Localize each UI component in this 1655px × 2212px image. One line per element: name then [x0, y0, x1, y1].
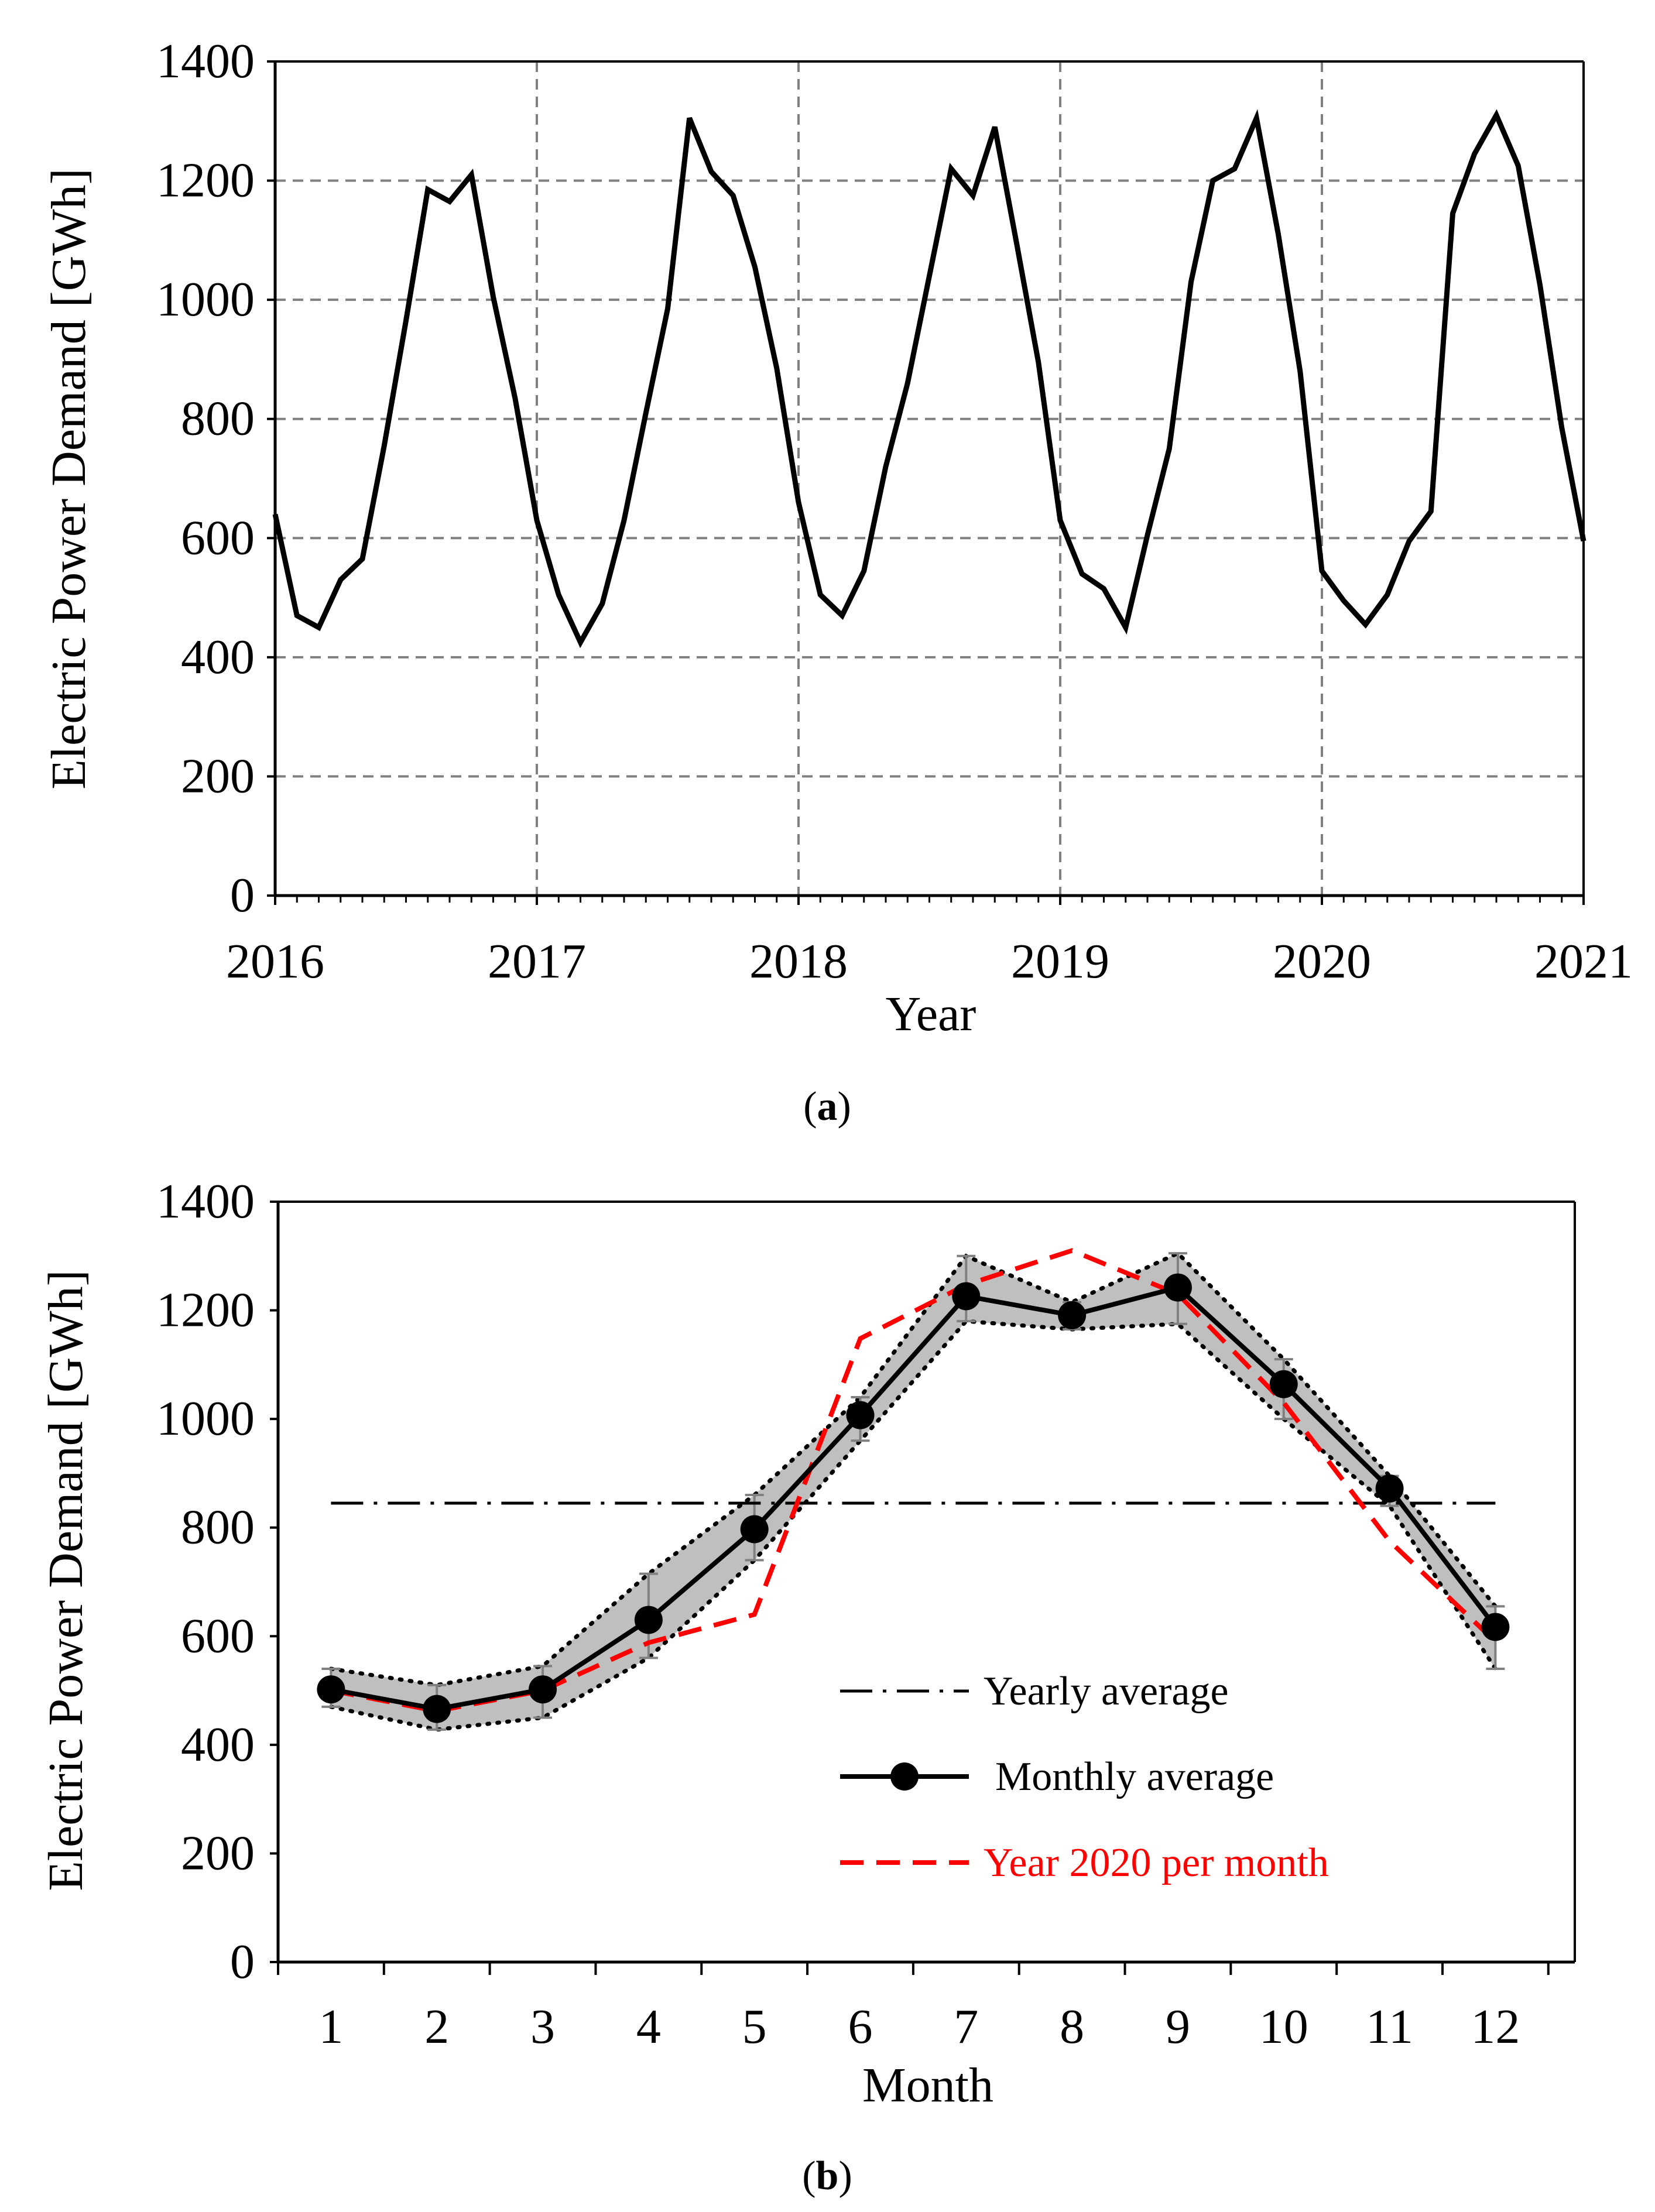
chart-b-y-tick-label-1400: 1400 — [156, 1174, 255, 1229]
chart-b-x-tick-label-5: 5 — [742, 2000, 767, 2054]
chart-a-xlabel: Year — [886, 987, 976, 1041]
chart-b-monthly-marker-2 — [423, 1695, 451, 1723]
chart-b-x-tick-label-7: 7 — [954, 2000, 978, 2054]
chart-b-range-band — [331, 1253, 1496, 1730]
chart-a-panel-letter: a — [817, 1084, 838, 1129]
chart-a-y-tick-label-400: 400 — [181, 630, 255, 684]
chart-b-monthly-marker-9 — [1163, 1273, 1192, 1302]
chart-b-band-lower-edge — [328, 1319, 1498, 1732]
chart-b-y-tick-label-1200: 1200 — [156, 1283, 255, 1338]
chart-b-y-tick-label-200: 200 — [181, 1826, 255, 1880]
chart-b-ticks — [270, 1201, 1550, 1975]
chart-b-monthly-marker-5 — [740, 1515, 769, 1544]
chart-b-ylabel: Electric Power Demand [GWh] — [39, 1270, 93, 1891]
chart-b-monthly-marker-3 — [529, 1675, 557, 1704]
chart-b-monthly-average-line — [330, 1285, 1498, 1712]
chart-b-x-tick-label-6: 6 — [848, 2000, 872, 2054]
legend-yearly-average-label: Yearly average — [984, 1669, 1229, 1714]
chart-a-x-tick-label-2018: 2018 — [749, 934, 848, 989]
chart-b-legend: Yearly average Monthly average Year 2020… — [840, 1669, 1329, 1885]
chart-a-y-tick-label-600: 600 — [181, 510, 255, 565]
chart-b-monthly-marker-10 — [1269, 1370, 1298, 1398]
chart-b-band-upper-edge — [328, 1250, 1498, 1688]
chart-b-x-tick-label-3: 3 — [530, 2000, 555, 2054]
chart-a-ylabel: Electric Power Demand [GWh] — [42, 168, 96, 789]
chart-a-panel-label: (a) — [803, 1084, 851, 1129]
chart-a-x-tick-labels: 2016 2017 2018 2019 2020 2021 — [226, 934, 1633, 989]
chart-a-x-tick-label-2019: 2019 — [1011, 934, 1109, 989]
chart-b-x-tick-labels: 1 2 3 4 5 6 7 8 9 10 11 12 — [318, 2000, 1520, 2054]
chart-a-y-tick-labels: 0 200 400 600 800 1000 1200 1400 — [156, 34, 255, 922]
chart-b-monthly-marker-6 — [846, 1401, 875, 1429]
legend-year-2020-label: Year 2020 per month — [984, 1840, 1329, 1885]
chart-b-y-tick-label-400: 400 — [181, 1717, 255, 1772]
chart-b-x-tick-label-2: 2 — [424, 2000, 449, 2054]
legend-monthly-average-label: Monthly average — [995, 1754, 1274, 1799]
chart-b-y-tick-label-800: 800 — [181, 1500, 255, 1555]
chart-b-monthly-marker-1 — [317, 1675, 345, 1704]
chart-b-x-tick-label-8: 8 — [1060, 2000, 1084, 2054]
chart-b-monthly-marker-8 — [1058, 1301, 1087, 1329]
chart-b-x-tick-label-10: 10 — [1259, 2000, 1308, 2054]
chart-a-y-tick-label-800: 800 — [181, 392, 255, 446]
chart-b-x-tick-label-9: 9 — [1166, 2000, 1190, 2054]
chart-b-x-tick-label-4: 4 — [636, 2000, 661, 2054]
chart-b-xlabel: Month — [862, 2058, 993, 2112]
chart-a-x-tick-label-2020: 2020 — [1273, 934, 1371, 989]
chart-a-y-tick-label-200: 200 — [181, 749, 255, 803]
chart-a-series-line — [272, 109, 1587, 649]
chart-a-y-tick-label-1200: 1200 — [156, 153, 255, 208]
chart-b-panel-label: (b) — [802, 2153, 852, 2199]
chart-b-monthly-average-markers — [317, 1273, 1510, 1723]
chart-b-monthly-marker-4 — [634, 1606, 663, 1634]
chart-b-year-2020-line — [330, 1248, 1498, 1714]
chart-a-y-tick-label-1000: 1000 — [156, 272, 255, 327]
chart-b-y-tick-label-1000: 1000 — [156, 1391, 255, 1446]
chart-b-x-tick-label-1: 1 — [318, 2000, 343, 2054]
chart-a-x-tick-label-2017: 2017 — [488, 934, 586, 989]
chart-b-y-tick-label-600: 600 — [181, 1609, 255, 1663]
legend-monthly-average-marker — [890, 1762, 919, 1791]
chart-a-ticks — [267, 60, 1585, 905]
chart-b-panel-letter: b — [816, 2153, 839, 2199]
chart-b-error-bars — [321, 1252, 1505, 1731]
chart-b-y-tick-labels: 0 200 400 600 800 1000 1200 1400 — [156, 1174, 255, 1989]
chart-b-monthly-marker-12 — [1481, 1613, 1510, 1641]
chart-b-x-tick-label-11: 11 — [1366, 2000, 1413, 2054]
chart-b-monthly-marker-11 — [1375, 1474, 1404, 1503]
chart-b-monthly-marker-7 — [952, 1282, 981, 1311]
chart-a-x-tick-label-2016: 2016 — [226, 934, 324, 989]
chart-b-y-tick-label-0: 0 — [230, 1935, 255, 1989]
chart-a-y-tick-label-1400: 1400 — [156, 34, 255, 88]
chart-a-y-tick-label-0: 0 — [230, 868, 255, 922]
chart-a-x-tick-label-2021: 2021 — [1534, 934, 1633, 989]
chart-b-x-tick-label-12: 12 — [1471, 2000, 1520, 2054]
